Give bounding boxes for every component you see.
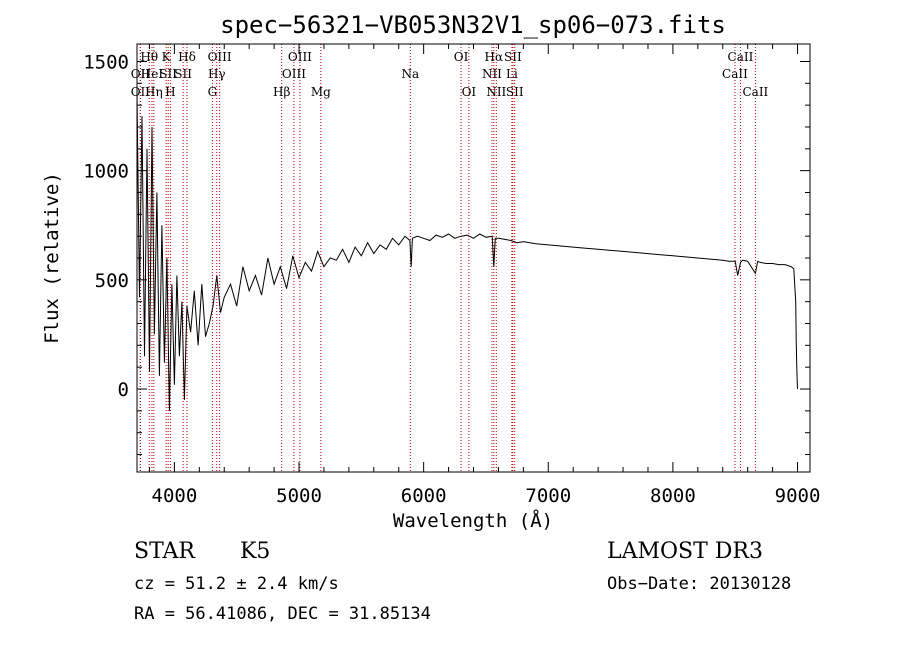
spectral-line-label: H — [165, 85, 175, 99]
spectral-line-label: OIII — [288, 50, 312, 64]
spectral-line-label: OI — [454, 50, 469, 64]
spectral-line-label: Na — [401, 67, 419, 81]
spectrum-line — [136, 94, 798, 411]
spectral-line-label: NII — [486, 85, 506, 99]
x-tick-label: 6000 — [401, 485, 447, 507]
spectral-line-label: NII — [482, 67, 502, 81]
spectral-line-label: CaII — [728, 50, 754, 64]
spectral-line-label: Mg — [311, 85, 331, 99]
spectral-line-label: Li — [506, 67, 518, 81]
spectral-line-label: Hγ — [208, 67, 226, 81]
spectral-line-label: HeI — [141, 67, 164, 81]
chart-title: spec−56321−VB053N32V1_sp06−073.fits — [220, 11, 726, 39]
spectral-line-label: Hθ — [140, 50, 158, 64]
x-tick-label: 5000 — [276, 485, 322, 507]
spectral-line-label: Hη — [145, 85, 163, 99]
spectral-line-label: CaII — [742, 85, 768, 99]
x-axis-label: Wavelength (Å) — [393, 509, 553, 532]
spectral-line-label: SII — [504, 50, 522, 64]
spectral-line-label: SII — [159, 67, 177, 81]
y-tick-label: 500 — [95, 270, 129, 292]
y-tick-label: 1500 — [83, 51, 129, 73]
plot-frame — [136, 43, 811, 473]
spectral-line-label: K — [162, 50, 172, 64]
y-tick-label: 1000 — [83, 161, 129, 183]
spectral-line-label: OII — [131, 85, 151, 99]
x-tick-label: 9000 — [775, 485, 821, 507]
spectral-line-label: SII — [174, 67, 192, 81]
x-tick-label: 8000 — [650, 485, 696, 507]
survey-name: LAMOST DR3 — [607, 539, 763, 564]
spectral-line-label: G — [208, 85, 218, 99]
coordinates-text: RA = 56.41086, DEC = 31.85134 — [134, 604, 431, 624]
x-tick-label: 4000 — [152, 485, 198, 507]
axis-ticks: 4000 5000 6000 7000 8000 9000 0 500 1000 1500 — [83, 44, 820, 507]
observation-date: Obs−Date: 20130128 — [607, 574, 791, 594]
spectral-line-label: OIII — [208, 50, 232, 64]
spectral-line-label: Hδ — [178, 50, 196, 64]
spectral-line-label: OII — [131, 67, 151, 81]
spectral-line-label: Hα — [485, 50, 504, 64]
object-class: STAR — [134, 539, 196, 564]
spectral-line-label: OI — [462, 85, 477, 99]
y-tick-label: 0 — [118, 379, 129, 401]
spectral-line-label: SII — [506, 85, 524, 99]
spectral-line-label: CaII — [722, 67, 748, 81]
spectral-lines — [139, 44, 756, 472]
spectral-line-label: Hβ — [273, 85, 290, 99]
y-axis-label: Flux (relative) — [41, 172, 63, 344]
x-tick-label: 7000 — [525, 485, 571, 507]
object-subclass: K5 — [240, 539, 270, 564]
spectral-line-label: OIII — [282, 67, 306, 81]
redshift-text: cz = 51.2 ± 2.4 km/s — [134, 574, 339, 594]
